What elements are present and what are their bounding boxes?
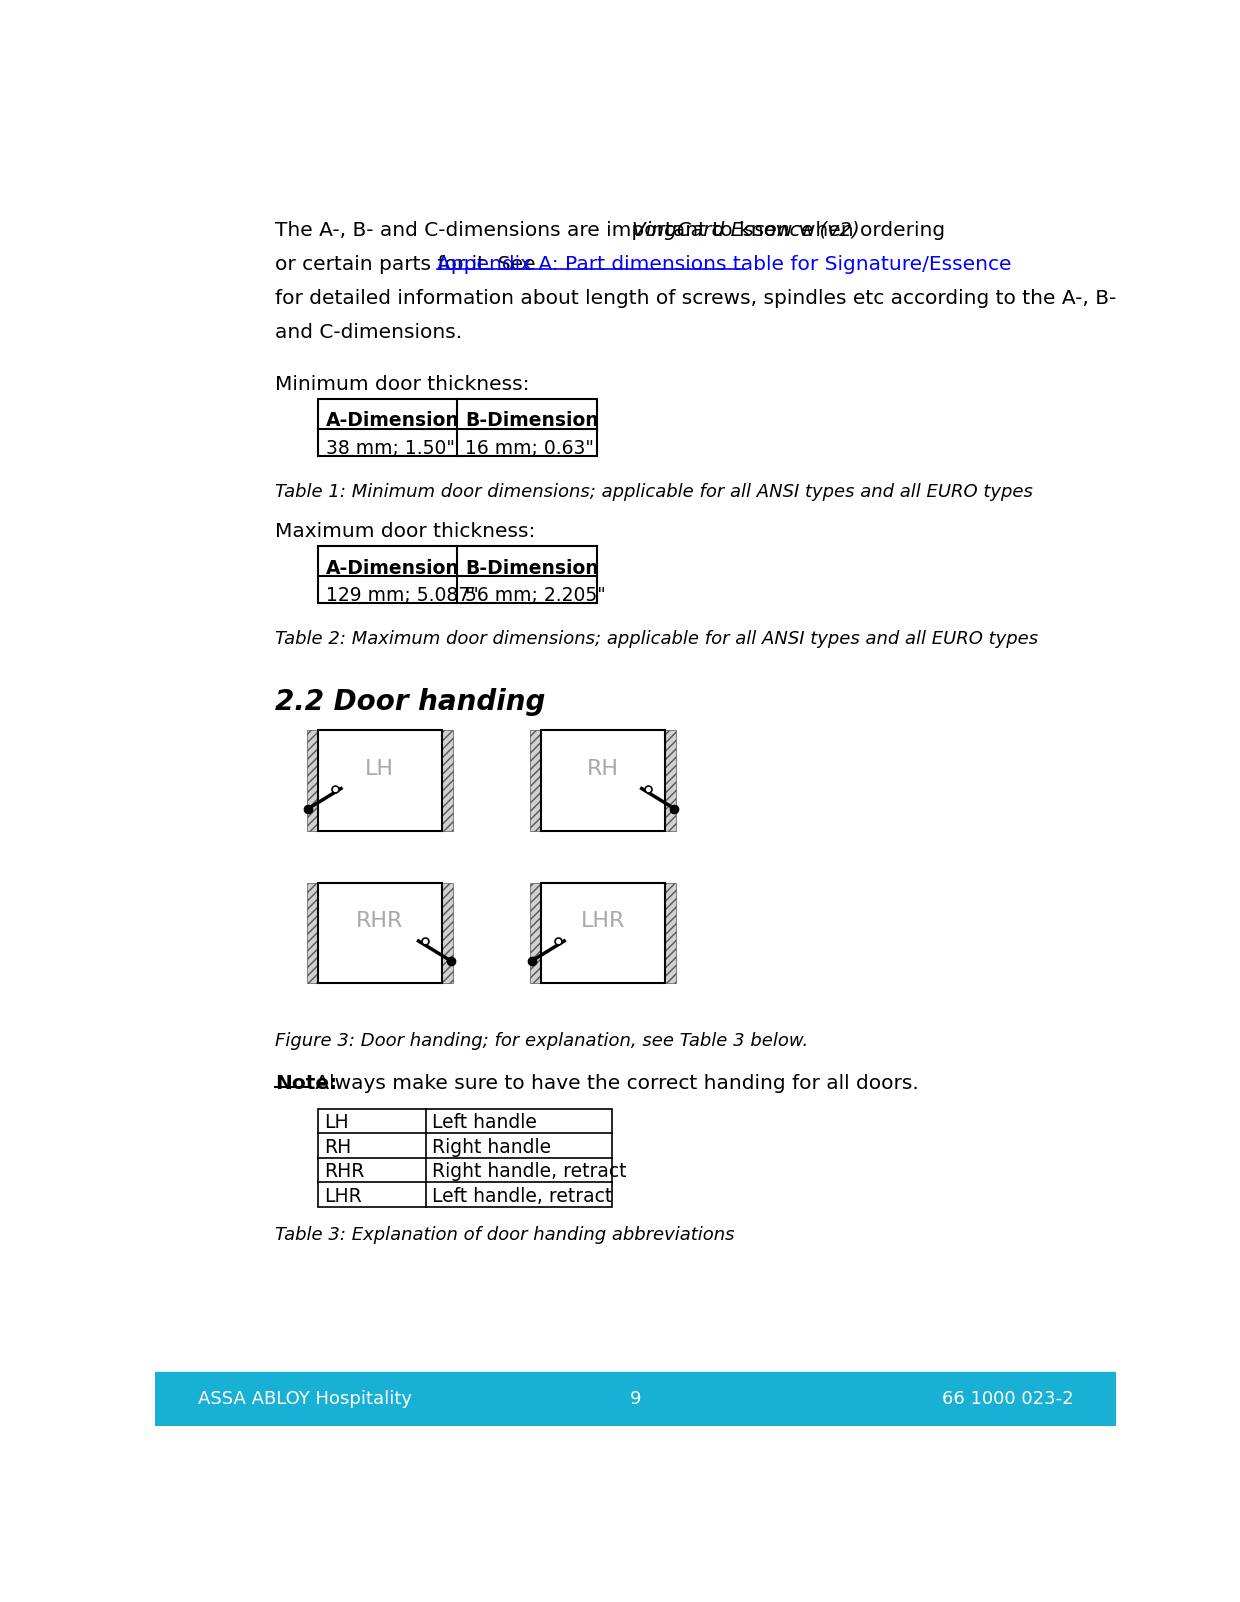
Text: 56 mm; 2.205": 56 mm; 2.205"	[465, 586, 606, 606]
Bar	[531, 883, 541, 984]
Text: RH: RH	[324, 1137, 351, 1157]
Text: LH: LH	[324, 1113, 348, 1133]
Text: B-Dimension: B-Dimension	[465, 559, 599, 577]
Text: 129 mm; 5.087": 129 mm; 5.087"	[325, 586, 479, 606]
Text: Left handle, retract: Left handle, retract	[433, 1187, 613, 1206]
Bar	[317, 820, 441, 830]
Bar	[317, 1109, 613, 1206]
Bar	[317, 731, 441, 830]
Bar	[317, 972, 441, 984]
Text: The A-, B- and C-dimensions are important to know when ordering: The A-, B- and C-dimensions are importan…	[275, 221, 951, 240]
Text: Always make sure to have the correct handing for all doors.: Always make sure to have the correct han…	[309, 1073, 919, 1093]
Text: Table 2: Maximum door dimensions; applicable for all ANSI types and all EURO typ: Table 2: Maximum door dimensions; applic…	[275, 630, 1038, 647]
Text: LHR: LHR	[324, 1187, 362, 1206]
Text: LH: LH	[366, 759, 394, 779]
Bar	[317, 883, 441, 984]
Text: 66 1000 023-2: 66 1000 023-2	[941, 1391, 1074, 1408]
Text: VingCard Essence (v2): VingCard Essence (v2)	[632, 221, 861, 240]
Text: A-Dimension: A-Dimension	[325, 412, 459, 431]
Bar	[317, 546, 596, 604]
Text: Table 3: Explanation of door handing abbreviations: Table 3: Explanation of door handing abb…	[275, 1227, 734, 1245]
Bar	[317, 731, 441, 742]
Text: Right handle, retract: Right handle, retract	[433, 1161, 627, 1181]
Bar	[306, 883, 317, 984]
Bar	[541, 731, 665, 830]
Bar	[541, 972, 665, 984]
Text: A-Dimension: A-Dimension	[325, 559, 459, 577]
Text: and C-dimensions.: and C-dimensions.	[275, 324, 463, 343]
Text: RHR: RHR	[356, 912, 403, 931]
Bar	[541, 883, 665, 984]
Bar	[441, 731, 453, 830]
Text: LHR: LHR	[580, 912, 625, 931]
Bar	[317, 883, 441, 894]
Text: ASSA ABLOY Hospitality: ASSA ABLOY Hospitality	[197, 1391, 412, 1408]
Bar	[541, 731, 665, 742]
Text: or certain parts for it. See: or certain parts for it. See	[275, 255, 542, 274]
Bar	[531, 731, 541, 830]
Bar	[155, 1371, 1116, 1426]
Text: 9: 9	[630, 1391, 641, 1408]
Text: RH: RH	[587, 759, 619, 779]
Bar	[665, 883, 676, 984]
Text: Appendix A: Part dimensions table for Signature/Essence: Appendix A: Part dimensions table for Si…	[436, 255, 1012, 274]
Text: Table 1: Minimum door dimensions; applicable for all ANSI types and all EURO typ: Table 1: Minimum door dimensions; applic…	[275, 482, 1033, 500]
Text: Left handle: Left handle	[433, 1113, 537, 1133]
Bar	[441, 883, 453, 984]
Text: B-Dimension: B-Dimension	[465, 412, 599, 431]
Text: 2.2 Door handing: 2.2 Door handing	[275, 689, 546, 716]
Text: Minimum door thickness:: Minimum door thickness:	[275, 375, 529, 394]
Text: Right handle: Right handle	[433, 1137, 552, 1157]
Text: 16 mm; 0.63": 16 mm; 0.63"	[465, 439, 594, 458]
Text: Note:: Note:	[275, 1073, 337, 1093]
Bar	[317, 399, 596, 457]
Text: Maximum door thickness:: Maximum door thickness:	[275, 522, 536, 541]
Bar	[306, 731, 317, 830]
Text: RHR: RHR	[324, 1161, 365, 1181]
Text: for detailed information about length of screws, spindles etc according to the A: for detailed information about length of…	[275, 290, 1116, 308]
Bar	[665, 731, 676, 830]
Text: 38 mm; 1.50": 38 mm; 1.50"	[325, 439, 454, 458]
Bar	[541, 820, 665, 830]
Text: Figure 3: Door handing; for explanation, see Table 3 below.: Figure 3: Door handing; for explanation,…	[275, 1032, 808, 1049]
Bar	[541, 883, 665, 894]
